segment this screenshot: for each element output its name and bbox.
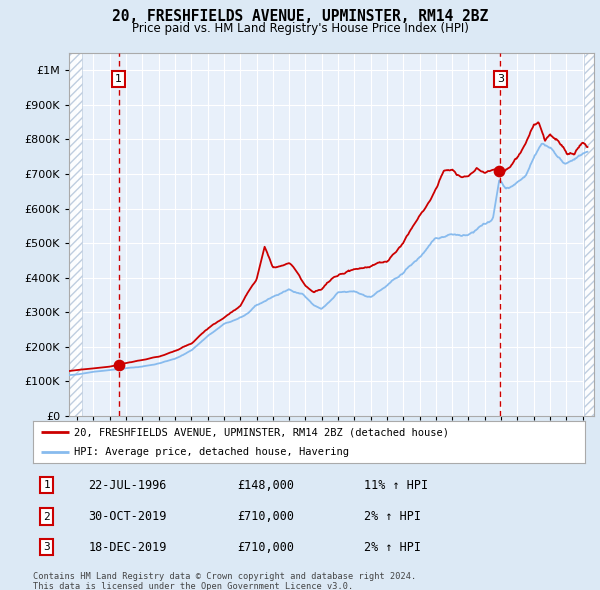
Point: [114, 360, 124, 369]
Text: 1: 1: [115, 74, 122, 84]
Text: 3: 3: [497, 74, 504, 84]
Text: 22-JUL-1996: 22-JUL-1996: [88, 478, 167, 491]
Text: 2: 2: [43, 512, 50, 522]
Text: 18-DEC-2019: 18-DEC-2019: [88, 540, 167, 553]
Text: 20, FRESHFIELDS AVENUE, UPMINSTER, RM14 2BZ: 20, FRESHFIELDS AVENUE, UPMINSTER, RM14 …: [112, 9, 488, 24]
Point: [494, 166, 504, 175]
Text: 1: 1: [43, 480, 50, 490]
Text: £148,000: £148,000: [237, 478, 294, 491]
Text: This data is licensed under the Open Government Licence v3.0.: This data is licensed under the Open Gov…: [33, 582, 353, 590]
Text: £710,000: £710,000: [237, 510, 294, 523]
Text: HPI: Average price, detached house, Havering: HPI: Average price, detached house, Have…: [74, 447, 349, 457]
Text: 2% ↑ HPI: 2% ↑ HPI: [364, 540, 421, 553]
Text: 20, FRESHFIELDS AVENUE, UPMINSTER, RM14 2BZ (detached house): 20, FRESHFIELDS AVENUE, UPMINSTER, RM14 …: [74, 427, 449, 437]
Text: 3: 3: [43, 542, 50, 552]
Text: Contains HM Land Registry data © Crown copyright and database right 2024.: Contains HM Land Registry data © Crown c…: [33, 572, 416, 581]
Text: Price paid vs. HM Land Registry's House Price Index (HPI): Price paid vs. HM Land Registry's House …: [131, 22, 469, 35]
Text: 30-OCT-2019: 30-OCT-2019: [88, 510, 167, 523]
Text: 11% ↑ HPI: 11% ↑ HPI: [364, 478, 428, 491]
Text: £710,000: £710,000: [237, 540, 294, 553]
Text: 2% ↑ HPI: 2% ↑ HPI: [364, 510, 421, 523]
